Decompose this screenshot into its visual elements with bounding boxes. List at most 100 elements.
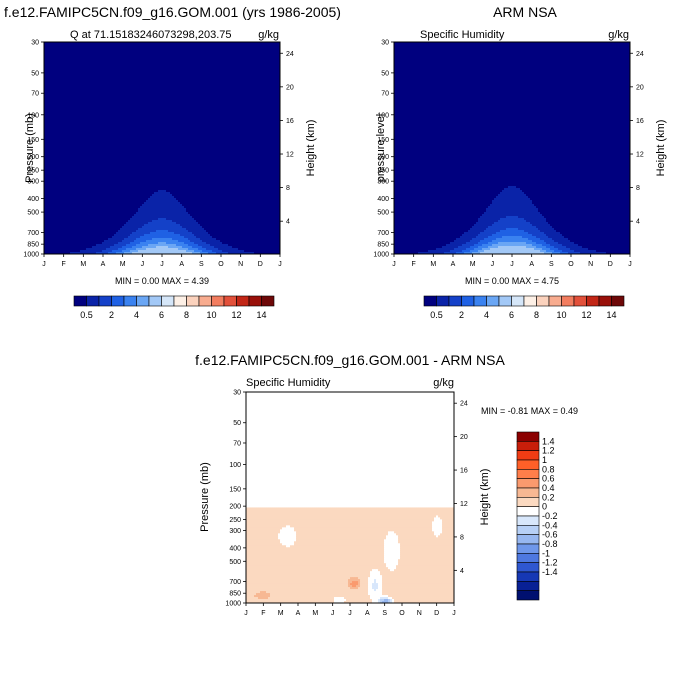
y-tick-label: 1000 <box>225 601 241 608</box>
colorbar-swatch <box>262 296 275 306</box>
x-tick-label: J <box>452 610 456 617</box>
y2-tick-label: 8 <box>286 185 290 192</box>
colorbar-swatch <box>87 296 100 306</box>
y-tick-label: 850 <box>27 242 39 249</box>
colorbar-swatch <box>517 441 539 450</box>
x-tick-label: J <box>244 610 248 617</box>
y2-tick-label: 4 <box>286 219 290 226</box>
x-tick-label: J <box>42 261 46 268</box>
x-tick-label: S <box>382 610 387 617</box>
colorbar-label: 6 <box>509 310 514 320</box>
x-tick-label: O <box>568 261 574 268</box>
x-tick-label: A <box>451 261 456 268</box>
y2-tick-label: 12 <box>636 152 644 159</box>
colorbar-swatch <box>517 516 539 525</box>
panel3-title: f.e12.FAMIPC5CN.f09_g16.GOM.001 - ARM NS… <box>195 352 505 368</box>
colorbar-swatch <box>212 296 225 306</box>
panel2-left-label: Specific Humidity <box>420 29 505 41</box>
colorbar-label: 14 <box>606 310 616 320</box>
x-tick-label: S <box>549 261 554 268</box>
y-tick-label: 1000 <box>23 252 39 259</box>
y-tick-label: 700 <box>27 230 39 237</box>
y-tick-label: 250 <box>229 517 241 524</box>
x-tick-label: J <box>331 610 335 617</box>
x-tick-label: J <box>141 261 145 268</box>
colorbar-swatch <box>474 296 487 306</box>
colorbar-swatch <box>174 296 187 306</box>
panel1-field <box>44 42 280 254</box>
x-tick-label: D <box>608 261 613 268</box>
y-tick-label: 50 <box>31 70 39 77</box>
x-tick-label: M <box>470 261 476 268</box>
colorbar-swatch <box>124 296 137 306</box>
panel2-title: ARM NSA <box>493 4 557 20</box>
x-tick-label: J <box>348 610 352 617</box>
y-tick-label: 400 <box>27 196 39 203</box>
x-tick-label: J <box>160 261 164 268</box>
y-tick-label: 500 <box>377 210 389 217</box>
colorbar-label: 12 <box>581 310 591 320</box>
x-tick-label: J <box>278 261 282 268</box>
y-tick-label: 30 <box>233 390 241 397</box>
colorbar-swatch <box>237 296 250 306</box>
colorbar-swatch <box>462 296 475 306</box>
colorbar-swatch <box>74 296 87 306</box>
x-tick-label: J <box>392 261 396 268</box>
y2-tick-label: 8 <box>460 534 464 541</box>
colorbar-swatch <box>137 296 150 306</box>
colorbar-swatch <box>587 296 600 306</box>
colorbar-label: 8 <box>184 310 189 320</box>
colorbar-swatch <box>199 296 212 306</box>
x-tick-label: A <box>365 610 370 617</box>
y-tick-label: 850 <box>377 242 389 249</box>
x-tick-label: A <box>179 261 184 268</box>
y-tick-label: 70 <box>381 91 389 98</box>
y2-tick-label: 8 <box>636 185 640 192</box>
colorbar-swatch <box>517 488 539 497</box>
panel3-stats: MIN = -0.81 MAX = 0.49 <box>481 406 578 416</box>
colorbar-swatch <box>517 460 539 469</box>
colorbar-label: 2 <box>459 310 464 320</box>
y-tick-label: 70 <box>31 91 39 98</box>
y2-tick-label: 16 <box>636 118 644 125</box>
colorbar-label: 0.5 <box>80 310 93 320</box>
colorbar-swatch <box>612 296 625 306</box>
colorbar-swatch <box>562 296 575 306</box>
y2-tick-label: 12 <box>460 501 468 508</box>
x-tick-label: M <box>312 610 318 617</box>
y-tick-label: 50 <box>233 420 241 427</box>
y-tick-label: 500 <box>27 210 39 217</box>
panel1-y2label: Height (km) <box>305 120 317 177</box>
y-tick-label: 400 <box>377 196 389 203</box>
colorbar-swatch <box>524 296 537 306</box>
y2-tick-label: 20 <box>636 84 644 91</box>
colorbar-swatch <box>517 479 539 488</box>
x-tick-label: N <box>588 261 593 268</box>
y-tick-label: 70 <box>233 440 241 447</box>
panel1-units-label: g/kg <box>258 29 279 41</box>
panel1-stats: MIN = 0.00 MAX = 4.39 <box>115 276 209 286</box>
colorbar-label: -1.4 <box>542 567 558 577</box>
colorbar-label: 4 <box>484 310 489 320</box>
y2-tick-label: 16 <box>286 118 294 125</box>
x-tick-label: J <box>491 261 495 268</box>
x-tick-label: M <box>80 261 86 268</box>
panel3-ylabel: Pressure (mb) <box>199 462 211 532</box>
colorbar-label: 10 <box>556 310 566 320</box>
panel3-units-label: g/kg <box>433 377 454 389</box>
panel2-y2label: Height (km) <box>655 120 667 177</box>
y2-tick-label: 4 <box>460 568 464 575</box>
y-tick-label: 850 <box>229 591 241 598</box>
y2-tick-label: 4 <box>636 219 640 226</box>
y2-tick-label: 24 <box>286 51 294 58</box>
y-tick-label: 100 <box>229 462 241 469</box>
colorbar-swatch <box>149 296 162 306</box>
y-tick-label: 700 <box>377 230 389 237</box>
colorbar-label: 8 <box>534 310 539 320</box>
y-tick-label: 30 <box>381 40 389 47</box>
colorbar-swatch <box>224 296 237 306</box>
y2-tick-label: 20 <box>286 84 294 91</box>
colorbar-swatch <box>599 296 612 306</box>
colorbar-label: 6 <box>159 310 164 320</box>
